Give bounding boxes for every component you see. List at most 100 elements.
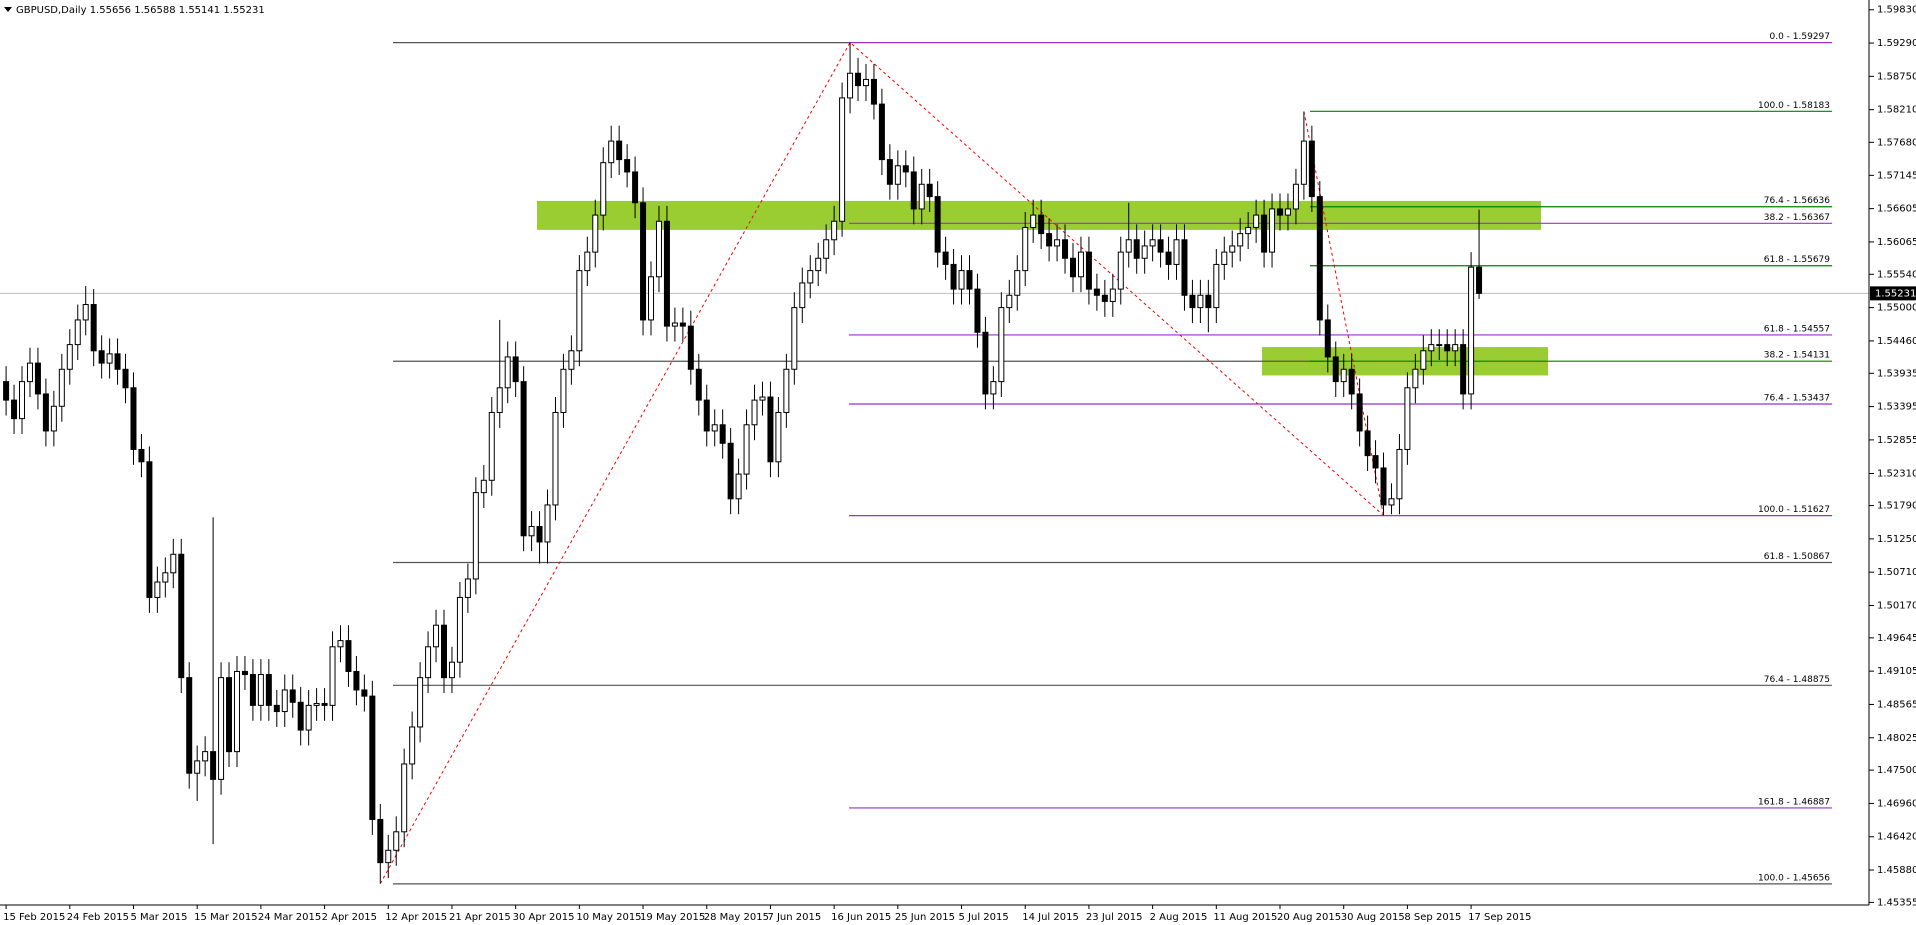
price-tag xyxy=(1870,286,1916,301)
y-tick-label: 1.57680 xyxy=(1877,137,1916,148)
candle-body xyxy=(1085,251,1092,290)
candle-body xyxy=(942,251,949,265)
candle-body xyxy=(26,362,33,383)
candle-body xyxy=(385,849,392,864)
candle-body xyxy=(162,572,169,583)
candle-body xyxy=(345,640,352,672)
y-tick-label: 1.55540 xyxy=(1877,269,1916,280)
fib-label: 61.8 - 1.54557 xyxy=(1764,324,1830,334)
x-tick-label: 12 Apr 2015 xyxy=(385,912,447,923)
candle-body xyxy=(1300,140,1307,185)
candle-body xyxy=(560,368,567,413)
candle-body xyxy=(241,670,248,676)
candle-body xyxy=(1428,344,1435,352)
header: GBPUSD,Daily 1.55656 1.56588 1.55141 1.5… xyxy=(16,5,265,16)
candle-body xyxy=(1340,368,1347,383)
candle-body xyxy=(512,356,519,383)
candle-body xyxy=(433,624,440,648)
candle-body xyxy=(1253,214,1260,228)
candle-body xyxy=(146,461,153,598)
candle-body xyxy=(1006,294,1013,309)
candle-body xyxy=(305,704,312,731)
candle-body xyxy=(441,624,447,679)
candle-body xyxy=(1292,183,1299,210)
x-tick-label: 5 Mar 2015 xyxy=(130,912,187,923)
close: 1.55231 xyxy=(223,5,264,16)
candle-body xyxy=(1356,393,1363,432)
candle-body xyxy=(456,596,463,663)
symbol: GBPUSD,Daily xyxy=(16,5,87,16)
candle-body xyxy=(3,381,10,401)
candle-body xyxy=(815,257,822,272)
low: 1.55141 xyxy=(179,5,220,16)
candle-body xyxy=(496,387,503,413)
candle-body xyxy=(1189,294,1196,309)
x-tick-label: 5 Jul 2015 xyxy=(959,912,1009,923)
fib-label: 100.0 - 1.51627 xyxy=(1758,505,1830,515)
x-tick-label: 15 Feb 2015 xyxy=(3,912,65,923)
y-tick-label: 1.50710 xyxy=(1877,567,1916,578)
y-tick-label: 1.58210 xyxy=(1877,105,1916,116)
candle-body xyxy=(1069,257,1076,278)
candle-body xyxy=(1396,448,1403,500)
x-tick-label: 30 Apr 2015 xyxy=(513,912,575,923)
x-tick-label: 24 Feb 2015 xyxy=(67,912,129,923)
candle-body xyxy=(313,703,320,706)
candles xyxy=(3,42,1483,884)
fib-label: 61.8 - 1.55679 xyxy=(1764,255,1830,265)
candle-body xyxy=(488,411,495,481)
candle-body xyxy=(1149,239,1156,247)
candle-body xyxy=(735,473,742,500)
x-tick-label: 14 Jul 2015 xyxy=(1022,912,1079,923)
candle-body xyxy=(337,640,344,648)
candle-body xyxy=(393,831,400,851)
x-tick-label: 19 May 2015 xyxy=(640,912,705,923)
candle-body xyxy=(1181,239,1188,296)
candle-body xyxy=(1205,294,1212,309)
candle-body xyxy=(249,674,256,706)
candle-body xyxy=(58,368,65,407)
candle-body xyxy=(448,661,455,679)
candle-body xyxy=(417,677,424,728)
candle-body xyxy=(520,381,527,537)
candle-body xyxy=(934,196,941,253)
candle-body xyxy=(1046,233,1053,247)
candle-body xyxy=(1332,356,1339,383)
candle-body xyxy=(377,818,384,864)
candle-body xyxy=(464,578,471,598)
candle-body xyxy=(1468,266,1475,395)
candle-body xyxy=(950,263,957,290)
y-tick-label: 1.46960 xyxy=(1877,798,1916,809)
candle-body xyxy=(1245,226,1252,235)
candle-body xyxy=(114,353,121,370)
fib-label: 100.0 - 1.45656 xyxy=(1758,873,1830,883)
candle-body xyxy=(1030,214,1037,228)
candle-body xyxy=(1412,368,1419,389)
candle-body xyxy=(568,350,575,370)
candle-body xyxy=(671,322,678,327)
candle-body xyxy=(719,424,726,444)
candle-body xyxy=(42,393,49,432)
candle-body xyxy=(926,183,933,198)
candle-body xyxy=(1237,233,1244,247)
fib-label: 76.4 - 1.53437 xyxy=(1764,393,1830,403)
candle-body xyxy=(1133,239,1140,259)
candle-body xyxy=(791,307,798,370)
candle-body xyxy=(170,553,177,574)
candle-body xyxy=(648,276,655,321)
candle-body xyxy=(751,399,758,426)
candle-body xyxy=(990,381,997,395)
fib-label: 76.4 - 1.48875 xyxy=(1764,675,1830,685)
y-tick-label: 1.56065 xyxy=(1877,237,1916,248)
y-tick-label: 1.53395 xyxy=(1877,402,1916,413)
x-tick-label: 17 Sep 2015 xyxy=(1468,912,1531,923)
candle-body xyxy=(624,159,631,173)
y-tick-label: 1.52855 xyxy=(1877,435,1916,446)
candle-body xyxy=(1420,350,1427,370)
candle-body xyxy=(50,405,57,432)
x-tick-label: 11 Aug 2015 xyxy=(1213,912,1277,923)
candle-body xyxy=(536,526,543,543)
y-tick-label: 1.48025 xyxy=(1877,733,1916,744)
y-tick-label: 1.46420 xyxy=(1877,832,1916,843)
